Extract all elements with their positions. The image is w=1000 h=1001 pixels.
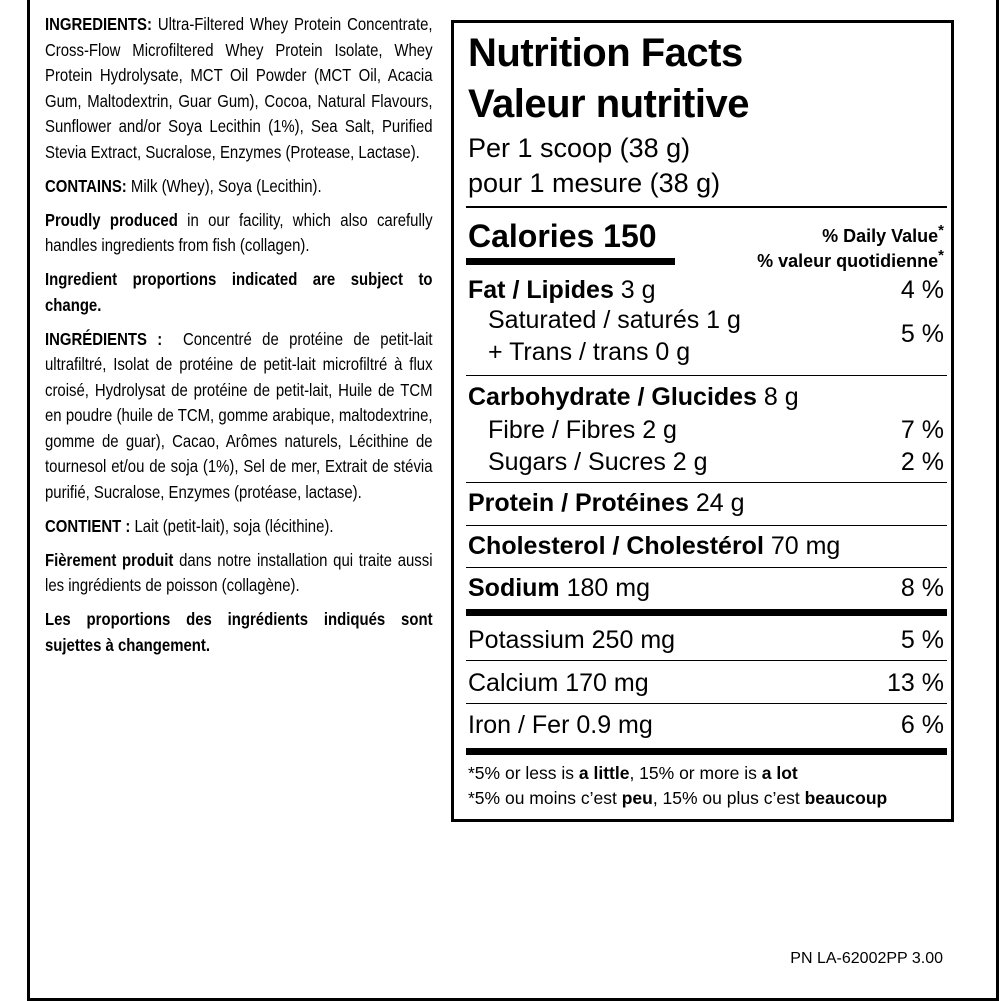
ingredients-fr: INGRÉDIENTS : Concentré de protéine de p… [45,327,433,506]
fat-dv: 4 % [900,276,944,304]
thick-divider [466,609,947,616]
divider [466,525,947,526]
sugars-label: Sugars / Sucres 2 g [488,448,708,476]
dv-fr: % valeur quotidienne [757,251,939,271]
row-carbohydrate: Carbohydrate / Glucides 8 g [468,383,944,412]
trans-label: + Trans / trans 0 g [488,338,691,366]
cholesterol-amount: 70 mg [763,532,841,560]
title-fr: Valeur nutritive [468,82,749,126]
sodium-dv: 8 % [900,574,944,602]
sat-trans-dv: 5 % [900,320,944,348]
calcium-dv: 13 % [887,669,944,697]
calories-bar [466,258,675,265]
calcium-label: Calcium 170 mg [468,669,649,697]
saturated-label: Saturated / saturés 1 g [488,306,741,334]
row-calcium: Calcium 170 mg 13 % [468,669,944,698]
fat-amount: 3 g [613,276,656,304]
cholesterol-label: Cholesterol / Cholestérol [468,532,764,560]
protein-label: Protein / Protéines [468,489,689,517]
row-potassium: Potassium 250 mg 5 % [468,626,944,655]
row-iron: Iron / Fer 0.9 mg 6 % [468,711,944,740]
ingredients-fr-text: Concentré de protéine de petit-lait ultr… [45,328,437,502]
fibre-label: Fibre / Fibres 2 g [488,416,677,444]
ingredients-fr-label: INGRÉDIENTS : [45,328,163,349]
facility-en-text: in our facility, which also carefully ha… [45,209,433,256]
sodium-label: Sodium [468,574,560,602]
footnote-bold: beaucoup [804,788,888,808]
divider [466,703,947,704]
footnote-text: , 15% or more is [629,763,762,783]
facility-fr: Fièrement produit dans notre installatio… [45,548,433,599]
protein-amount: 24 g [688,489,745,517]
proportions-en-text: Ingredient proportions indicated are sub… [45,269,433,315]
contains-en: CONTAINS: Milk (Whey), Soya (Lecithin). [45,174,433,200]
ingredients-en-label: INGREDIENTS: [45,14,152,34]
thick-divider [466,748,947,755]
carb-label: Carbohydrate / Glucides [468,383,757,411]
ingredients-en: INGREDIENTS: Ultra-Filtered Whey Protein… [45,12,433,165]
nutrition-facts-table: Nutrition Facts Valeur nutritive Per 1 s… [451,20,954,822]
sodium-amount: 180 mg [559,574,651,602]
serving-fr: pour 1 mesure (38 g) [468,168,721,198]
footnote-fr: *5% ou moins c’est peu, 15% ou plus c’es… [468,788,887,809]
divider [466,206,947,208]
facility-fr-label: Fièrement produit [45,549,174,570]
row-fat: Fat / Lipides 3 g 4 % [468,276,944,305]
facility-en-label: Proudly produced [45,209,178,230]
footnote-text: , 15% ou plus c’est [652,788,805,808]
row-protein: Protein / Protéines 24 g [468,489,944,518]
iron-dv: 6 % [900,711,944,739]
calories: Calories 150 [468,218,657,254]
contains-fr-text: Lait (petit-lait), soja (lécithine). [130,515,334,536]
potassium-label: Potassium 250 mg [468,626,676,654]
part-number: PN LA-62002PP 3.00 [790,950,943,967]
contains-en-label: CONTAINS: [45,175,127,196]
asterisk: * [938,222,944,239]
contains-fr-label: CONTIENT : [45,515,131,536]
row-fibre: Fibre / Fibres 2 g 7 % [488,416,944,445]
serving-en: Per 1 scoop (38 g) [468,133,691,163]
footnote-bold: a lot [761,763,798,783]
proportions-fr: Les proportions des ingrédients indiqués… [45,607,433,658]
ingredients-en-text: Ultra-Filtered Whey Protein Concentrate,… [45,14,433,162]
footnote-text: *5% ou moins c’est [468,788,622,808]
facility-fr-text: dans notre installation qui traite aussi… [45,549,433,596]
proportions-fr-text: Les proportions des ingrédients indiqués… [45,609,433,655]
row-sodium: Sodium 180 mg 8 % [468,574,944,603]
sugars-dv: 2 % [900,448,944,476]
divider [466,567,947,568]
iron-label: Iron / Fer 0.9 mg [468,711,653,739]
divider [466,660,947,661]
daily-value-header: % Daily Value* % valeur quotidienne* [757,221,944,271]
divider [466,482,947,483]
row-saturated: Saturated / saturés 1 g [488,306,944,335]
divider [466,375,947,376]
potassium-dv: 5 % [900,626,944,654]
asterisk: * [938,247,944,264]
proportions-en: Ingredient proportions indicated are sub… [45,267,433,318]
contains-en-text: Milk (Whey), Soya (Lecithin). [126,175,322,196]
footnote-en: *5% or less is a little, 15% or more is … [468,763,798,784]
fat-label: Fat / Lipides [468,276,614,304]
row-trans: + Trans / trans 0 g [488,338,944,367]
row-sugars: Sugars / Sucres 2 g 2 % [488,448,944,477]
title-en: Nutrition Facts [468,31,743,75]
contains-fr: CONTIENT : Lait (petit-lait), soja (léci… [45,514,433,540]
facility-en: Proudly produced in our facility, which … [45,208,433,259]
footnote-bold: a little [578,763,630,783]
ingredients-column: INGREDIENTS: Ultra-Filtered Whey Protein… [45,12,433,667]
dv-en: % Daily Value [822,226,939,246]
fibre-dv: 7 % [900,416,944,444]
footnote-text: *5% or less is [468,763,579,783]
footnote-bold: peu [621,788,653,808]
row-cholesterol: Cholesterol / Cholestérol 70 mg [468,532,944,561]
carb-amount: 8 g [756,383,799,411]
